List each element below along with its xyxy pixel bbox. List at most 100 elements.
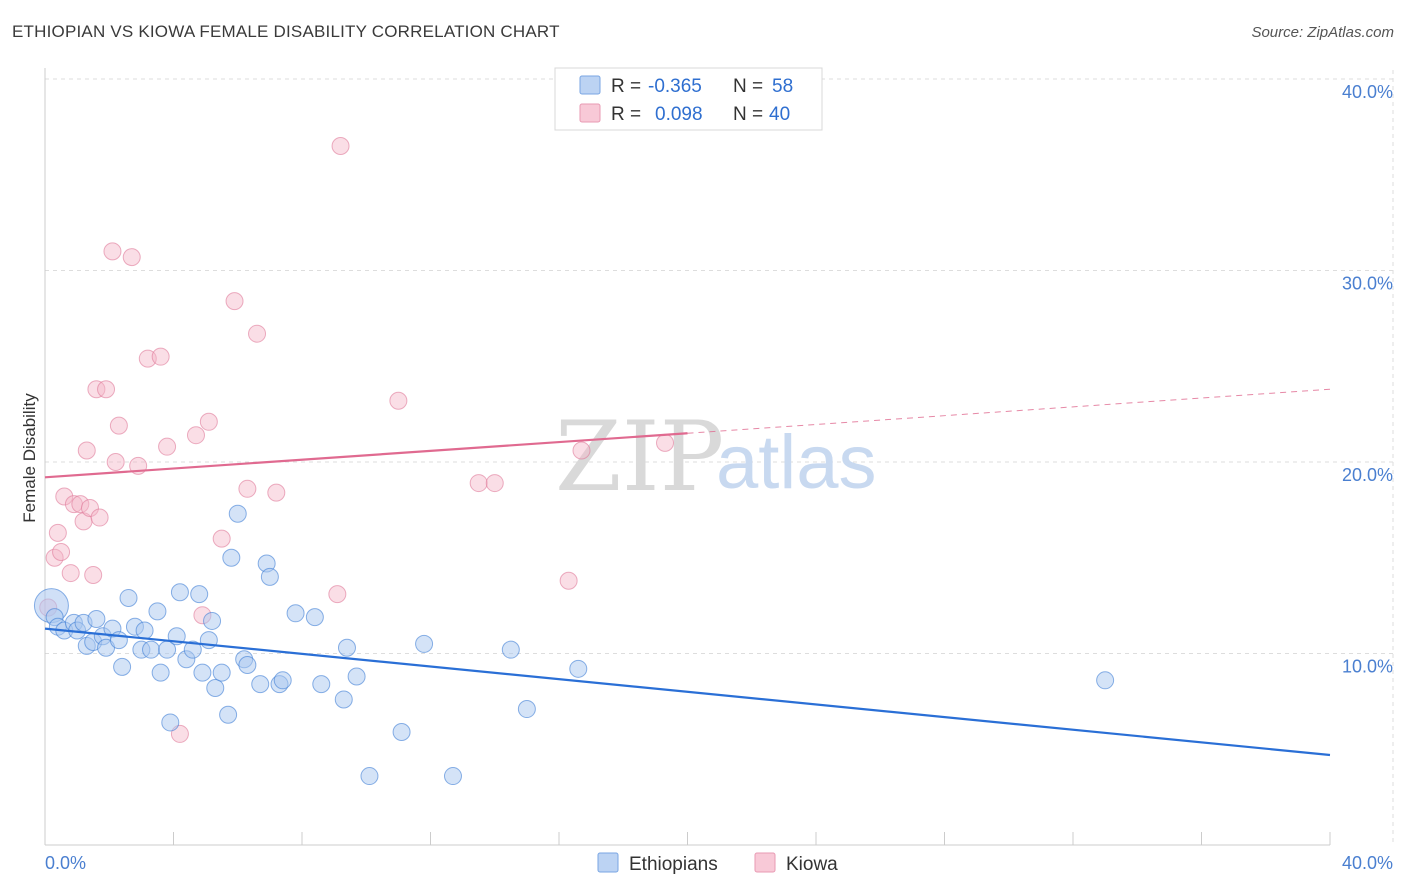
ethiopians-point (360, 767, 379, 786)
bottom-legend: Ethiopians Kiowa (597, 852, 838, 875)
ethiopians-point (161, 713, 180, 732)
bottom-legend-label-ethiopians: Ethiopians (629, 854, 718, 875)
ethiopians-point (113, 657, 132, 676)
y-tick-label-20: 20.0% (1342, 465, 1393, 485)
ethiopians-point (501, 640, 520, 659)
y-tick-label-30: 30.0% (1342, 274, 1393, 294)
ethiopians-point (119, 588, 138, 607)
bottom-legend-swatch-ethiopians (597, 852, 619, 873)
legend-n-label-kiowa: N = (733, 104, 763, 125)
ethiopians-trend-line (44, 627, 1331, 757)
kiowa-point (469, 474, 488, 493)
ethiopians-point (206, 678, 225, 697)
ethiopians-point (260, 567, 279, 586)
kiowa-point (103, 242, 122, 261)
kiowa-point (248, 324, 267, 343)
kiowa-point (55, 487, 74, 506)
legend-r-value-ethiopians: -0.365 (648, 76, 702, 97)
kiowa-point (212, 529, 231, 548)
legend-r-value-kiowa: 0.098 (655, 104, 703, 125)
ethiopians-point (305, 608, 324, 627)
legend-box: R = -0.365 N = 58 R = 0.098 N = 40 (554, 67, 823, 131)
legend-n-label-ethiopians: N = (733, 76, 763, 97)
legend-swatch-ethiopians (579, 75, 601, 95)
x-tick-label-max: 40.0% (1342, 853, 1393, 873)
axes (44, 68, 1331, 846)
ethiopians-point (443, 767, 462, 786)
ethiopians-point (212, 663, 231, 682)
kiowa-point (52, 543, 71, 562)
tick-labels: 10.0% 20.0% 30.0% 40.0% 0.0% 40.0% (45, 82, 1393, 873)
kiowa-point (225, 292, 244, 311)
ethiopians-point (517, 700, 536, 719)
ethiopians-point (170, 583, 189, 602)
kiowa-trend-line-extension (687, 388, 1331, 434)
ethiopians-point (135, 621, 154, 640)
legend-n-value-kiowa: 40 (769, 104, 790, 125)
kiowa-point (238, 479, 257, 498)
watermark-atlas: atlas (716, 420, 877, 505)
chart-title: ETHIOPIAN VS KIOWA FEMALE DISABILITY COR… (12, 22, 560, 41)
kiowa-point (80, 498, 99, 517)
kiowa-point (106, 453, 125, 471)
bottom-legend-swatch-kiowa (754, 852, 776, 873)
legend-swatch-kiowa (579, 103, 601, 123)
ethiopians-point (1096, 671, 1115, 690)
ethiopians-point (203, 611, 222, 630)
kiowa-point (48, 523, 67, 542)
ethiopians-point (183, 640, 202, 659)
legend-n-value-ethiopians: 58 (772, 76, 793, 97)
series-ethiopians-points (33, 504, 1115, 786)
ethiopians-point (312, 675, 331, 694)
kiowa-point (331, 137, 350, 156)
kiowa-point (122, 248, 141, 267)
kiowa-point (170, 724, 189, 743)
kiowa-trend-line (44, 432, 688, 479)
ethiopians-point (151, 663, 170, 682)
bottom-legend-label-kiowa: Kiowa (786, 854, 838, 875)
kiowa-point (572, 441, 591, 460)
kiowa-point (77, 441, 96, 460)
ethiopians-point (337, 638, 356, 657)
kiowa-point (151, 347, 170, 366)
kiowa-point (109, 416, 128, 435)
ethiopians-point (193, 663, 212, 682)
kiowa-point (61, 564, 80, 583)
ethiopians-point (222, 548, 241, 567)
x-tick-label-min: 0.0% (45, 853, 86, 873)
y-axis-label: Female Disability (20, 393, 39, 523)
ethiopians-point (142, 640, 161, 659)
trend-lines (44, 388, 1331, 757)
ethiopians-point (415, 634, 434, 653)
y-tick-label-40: 40.0% (1342, 82, 1393, 102)
ethiopians-point (392, 723, 411, 742)
kiowa-point (267, 483, 286, 502)
ethiopians-point (190, 585, 209, 604)
legend-r-label-kiowa: R = (611, 104, 641, 125)
watermark: ZIP atlas (555, 401, 877, 513)
kiowa-point (328, 585, 347, 604)
kiowa-point (186, 426, 205, 445)
kiowa-point (389, 391, 408, 410)
kiowa-point (87, 380, 106, 399)
ethiopians-point (228, 504, 247, 523)
kiowa-point (90, 508, 109, 527)
ethiopians-point (569, 659, 588, 678)
kiowa-point (71, 495, 90, 514)
ethiopians-point (286, 604, 305, 623)
kiowa-point (158, 437, 177, 456)
ethiopians-point (347, 667, 366, 686)
ethiopians-point (251, 675, 270, 694)
watermark-zip: ZIP (555, 401, 724, 513)
kiowa-point (485, 474, 504, 493)
kiowa-point (559, 571, 578, 590)
y-tick-label-10: 10.0% (1342, 657, 1393, 677)
ethiopians-point (148, 602, 167, 621)
kiowa-point (199, 412, 218, 431)
kiowa-point (84, 565, 103, 584)
ethiopians-point (109, 631, 128, 650)
kiowa-point (97, 380, 116, 399)
ethiopians-point (238, 655, 257, 674)
ethiopians-point (87, 610, 106, 629)
